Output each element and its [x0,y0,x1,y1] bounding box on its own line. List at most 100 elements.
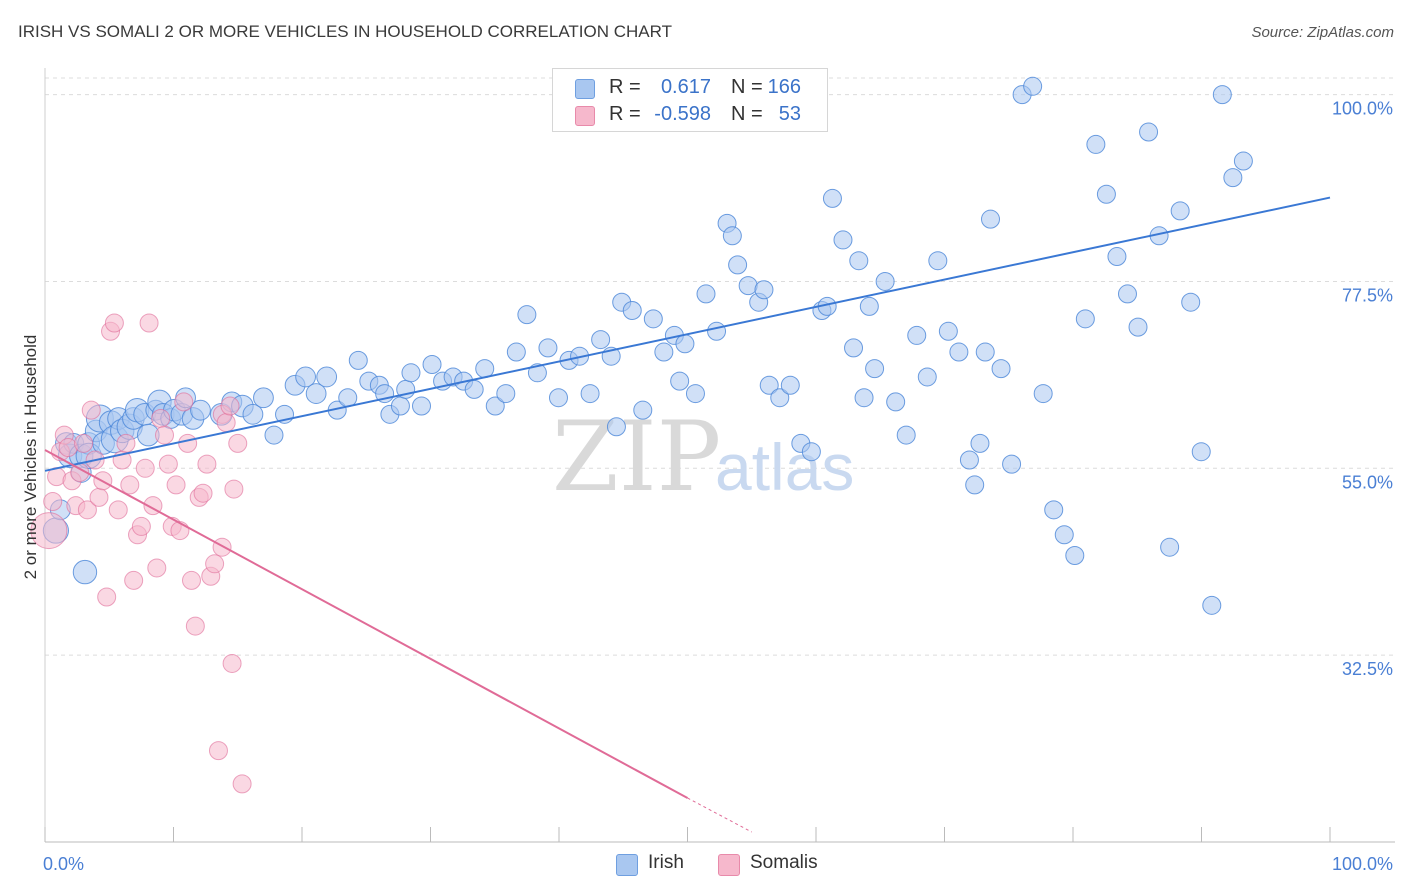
somalis-point [185,616,205,636]
irish-point [770,388,790,408]
irish-n-label: N = [731,76,763,98]
somalis-point [124,570,144,590]
irish-point [1223,168,1243,188]
somalis-point [224,479,244,499]
axes [44,68,1395,843]
somalis-point [104,313,124,333]
irish-point [991,359,1011,379]
irish-point [305,383,327,404]
somalis-points [30,313,252,794]
irish-point [338,388,358,408]
irish-point [253,387,274,409]
irish-point [754,280,774,300]
somalis-point [220,396,240,416]
somalis-point [120,475,140,495]
somalis-point [222,653,242,673]
irish-point [422,355,442,374]
irish-point [1117,284,1137,304]
y-tick-label-3: 100.0% [1332,99,1393,119]
somalis-point [197,454,217,474]
irish-trend-line [44,196,1331,472]
somalis-point [174,392,194,412]
irish-point [506,342,526,362]
irish-point [538,338,558,358]
irish-point [965,475,985,495]
irish-point [412,396,432,416]
irish-point [907,325,927,345]
irish-point [1002,454,1022,474]
irish-point [1202,595,1222,615]
stats-row-irish: R = 0.617 N = 166 [553,73,827,101]
somalis-point [139,313,159,333]
irish-point [606,417,626,437]
irish-point [722,226,742,246]
somalis-trend-extension [687,797,752,833]
irish-point [633,400,653,420]
irish-point [949,342,969,362]
y-tick-label-2: 77.5% [1342,285,1393,305]
irish-point [685,384,705,404]
irish-point [896,425,916,445]
irish-point [295,366,316,388]
somalis-n-label: N = [731,103,763,125]
somalis-point [166,475,186,495]
x-tick-label-max: 100.0% [1332,854,1393,874]
y-tick-label-0: 32.5% [1342,659,1393,679]
irish-point [833,230,853,250]
somalis-point [193,483,213,503]
irish-point [928,251,948,271]
somalis-point [77,500,97,520]
irish-point [759,375,779,395]
watermark-zip: ZIP [552,401,721,513]
irish-point [548,388,568,408]
source-credit: Source: ZipAtlas.com [1251,24,1394,41]
irish-point [517,305,537,325]
irish-point [464,379,484,399]
somalis-point [216,413,236,433]
irish-point [738,276,758,296]
irish-point [1086,134,1106,154]
irish-point [859,296,879,316]
irish-point [959,450,979,470]
somalis-point [158,454,178,474]
irish-point [854,388,874,408]
irish-point [496,384,516,404]
irish-point [975,342,995,362]
somalis-n-value: 53 [778,103,801,125]
grid-lines [45,77,1395,656]
irish-point [654,342,674,362]
legend-irish-label: Irish [648,852,684,873]
irish-point [1065,546,1085,565]
trend-lines [44,196,1331,833]
somalis-point [178,433,198,453]
irish-point [875,271,895,291]
irish-point [591,330,611,350]
somalis-point [205,554,225,574]
irish-point [316,366,338,388]
correlation-stats-box: R = 0.617 N = 166 R = -0.598 N = 53 [552,68,828,132]
irish-point [970,433,990,453]
somalis-point [89,487,109,507]
irish-point [849,251,869,271]
somalis-point [208,741,228,761]
irish-point [1160,537,1180,557]
y-tick-label-1: 55.0% [1342,472,1393,492]
irish-point [1054,525,1074,545]
irish-point [1096,184,1116,204]
irish-point [1107,247,1127,267]
tick-labels: 32.5% 55.0% 77.5% 100.0% 0.0% 100.0% [43,99,1393,874]
somalis-point [212,537,232,557]
somalis-point [74,433,94,453]
irish-point [1139,122,1159,142]
irish-point [675,334,695,354]
watermark-atlas: atlas [715,430,854,504]
irish-point [1023,76,1043,96]
irish-point [844,338,864,358]
irish-point [822,188,842,208]
legend-irish-swatch [616,854,638,876]
legend-somalis-label: Somalis [750,852,818,873]
somalis-point [30,512,68,550]
irish-point [707,321,727,341]
irish-point [981,209,1001,229]
